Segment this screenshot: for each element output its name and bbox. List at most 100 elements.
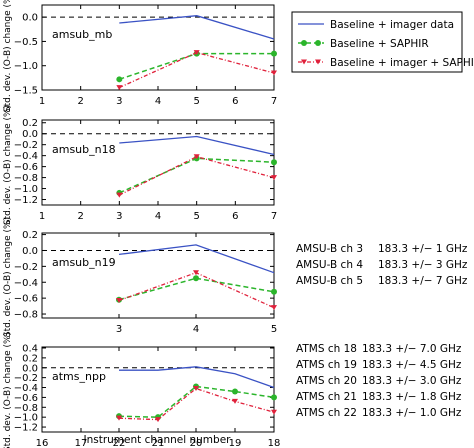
x-tick-label: 6: [232, 211, 238, 222]
series-line-2: [118, 157, 275, 194]
x-tick-label: 4: [155, 211, 161, 222]
note-frequency: 183.3 +/− 7.0 GHz: [362, 343, 462, 355]
x-tick-label: 22: [113, 438, 126, 448]
data-point: [193, 270, 199, 276]
data-point: [271, 288, 277, 295]
data-point: [271, 305, 277, 311]
data-point: [232, 388, 238, 395]
data-point: [193, 154, 200, 160]
y-tick-label: −1.0: [14, 61, 38, 72]
x-tick-label: 4: [155, 96, 161, 107]
series-line-1: [119, 15, 275, 40]
panel-atms-npp: 0.40.20.0−0.2−0.4−0.6−0.8−1.0−1.2 16 22 21 2…: [3, 332, 280, 448]
note-channel: ATMS ch 22: [296, 407, 357, 419]
series-line-1: [118, 244, 275, 274]
series-line-2: [118, 385, 275, 418]
y-tick-label: −1.2: [14, 195, 38, 206]
note-channel: AMSU-B ch 5: [296, 275, 363, 287]
data-point: [193, 275, 199, 282]
y-tick-label: −0.8: [14, 310, 38, 321]
legend-label-imager: Baseline + imager data: [330, 19, 454, 31]
x-tick-label: 7: [271, 211, 277, 222]
series-line-2: [119, 52, 274, 81]
data-point: [271, 394, 277, 401]
legend-marker-imager-saphir: [315, 59, 321, 65]
note-frequency: 183.3 +/− 3 GHz: [378, 259, 468, 271]
data-point: [116, 76, 123, 83]
x-tick-label: 3: [116, 324, 122, 335]
y-axis-label: Std. dev. (O-B) change (%): [3, 105, 13, 225]
y-tick-label: −0.8: [14, 403, 38, 414]
legend-marker-imager-saphir: [301, 59, 307, 65]
x-tick-label: 5: [271, 324, 277, 335]
panel-amsub-n18: 0.20.0−0.2−0.4−0.6−0.8−1.0−1.21 2 3 4 5 6 7 ams…: [3, 105, 277, 225]
y-tick-label: 0.4: [22, 343, 38, 354]
data-point: [271, 50, 277, 57]
y-tick-label: −0.8: [14, 173, 38, 184]
series-line-1: [119, 366, 275, 389]
x-tick-label: 4: [193, 324, 199, 335]
y-tick-label: −0.2: [14, 373, 38, 384]
panel-label: atms_npp: [52, 370, 106, 383]
data-point: [271, 70, 277, 76]
panel-amsub-mb: 0.0 −0.5 −1.0 −1.51 2 3 4 5 6 7 amsub_mb Std. dev. …: [3, 0, 277, 112]
panel-label: amsub_n18: [52, 143, 116, 156]
data-point: [193, 386, 199, 392]
data-point: [116, 192, 123, 198]
y-tick-label: −0.6: [14, 162, 38, 173]
note-channel: AMSU-B ch 3: [296, 243, 363, 255]
y-tick-label: 0.0: [22, 246, 38, 257]
data-point: [193, 50, 200, 56]
y-tick-label: −0.2: [14, 140, 38, 151]
y-tick-label: 0.0: [22, 363, 38, 374]
x-tick-label: 6: [232, 96, 238, 107]
note-frequency: 183.3 +/− 7 GHz: [378, 275, 468, 287]
plot-frame: [41, 4, 275, 91]
data-point: [116, 298, 122, 304]
x-tick-label: 17: [75, 438, 88, 448]
data-point: [232, 398, 238, 404]
series-line-1: [119, 135, 275, 156]
y-tick-label: −1.0: [14, 413, 38, 424]
y-axis-label: Std. dev. (O-B) change (%): [3, 217, 13, 337]
legend-marker-saphir: [315, 40, 321, 46]
legend-entry: Baseline + SAPHIR: [298, 38, 429, 50]
y-tick-label: 0.0: [22, 129, 38, 140]
note-channel: ATMS ch 18: [296, 343, 357, 355]
panel-label: amsub_n19: [52, 256, 116, 269]
x-tick-label: 19: [229, 438, 242, 448]
legend: Baseline + imager data Baseline + SAPHIR…: [291, 11, 474, 73]
x-tick-label: 2: [77, 96, 83, 107]
amsub-channel-notes: AMSU-B ch 3 183.3 +/− 1 GHz AMSU-B ch 4 …: [296, 243, 468, 287]
y-tick-label: 0.2: [22, 118, 38, 129]
note-channel: ATMS ch 20: [296, 375, 357, 387]
y-tick-label: −0.6: [14, 294, 38, 305]
x-tick-label: 3: [116, 211, 122, 222]
x-tick-label: 5: [193, 96, 199, 107]
series-line-3: [118, 387, 275, 421]
note-channel: ATMS ch 21: [296, 391, 357, 403]
legend-entry: Baseline + imager data: [298, 19, 454, 31]
plot-frame: [41, 119, 275, 206]
atms-channel-notes: ATMS ch 18 183.3 +/− 7.0 GHz ATMS ch 19 …: [296, 343, 462, 419]
x-tick-label: 18: [268, 438, 281, 448]
y-tick-label: −1.2: [14, 423, 38, 434]
series-line-3: [119, 156, 275, 196]
series-line-2: [118, 277, 275, 301]
x-tick-label: 21: [152, 438, 165, 448]
data-point: [116, 85, 123, 91]
x-tick-label: 7: [271, 96, 277, 107]
legend-label-saphir: Baseline + SAPHIR: [330, 38, 429, 50]
series-line-3: [119, 51, 275, 89]
data-point: [271, 409, 277, 415]
x-tick-label: 5: [193, 211, 199, 222]
y-tick-label: −0.4: [14, 151, 38, 162]
y-tick-label: 0.2: [22, 353, 38, 364]
note-channel: AMSU-B ch 4: [296, 259, 363, 271]
y-axis-label: Std. dev. (O-B) change (%): [3, 0, 13, 112]
note-frequency: 183.3 +/− 4.5 GHz: [362, 359, 462, 371]
note-frequency: 183.3 +/− 3.0 GHz: [362, 375, 462, 387]
data-point: [271, 159, 277, 166]
